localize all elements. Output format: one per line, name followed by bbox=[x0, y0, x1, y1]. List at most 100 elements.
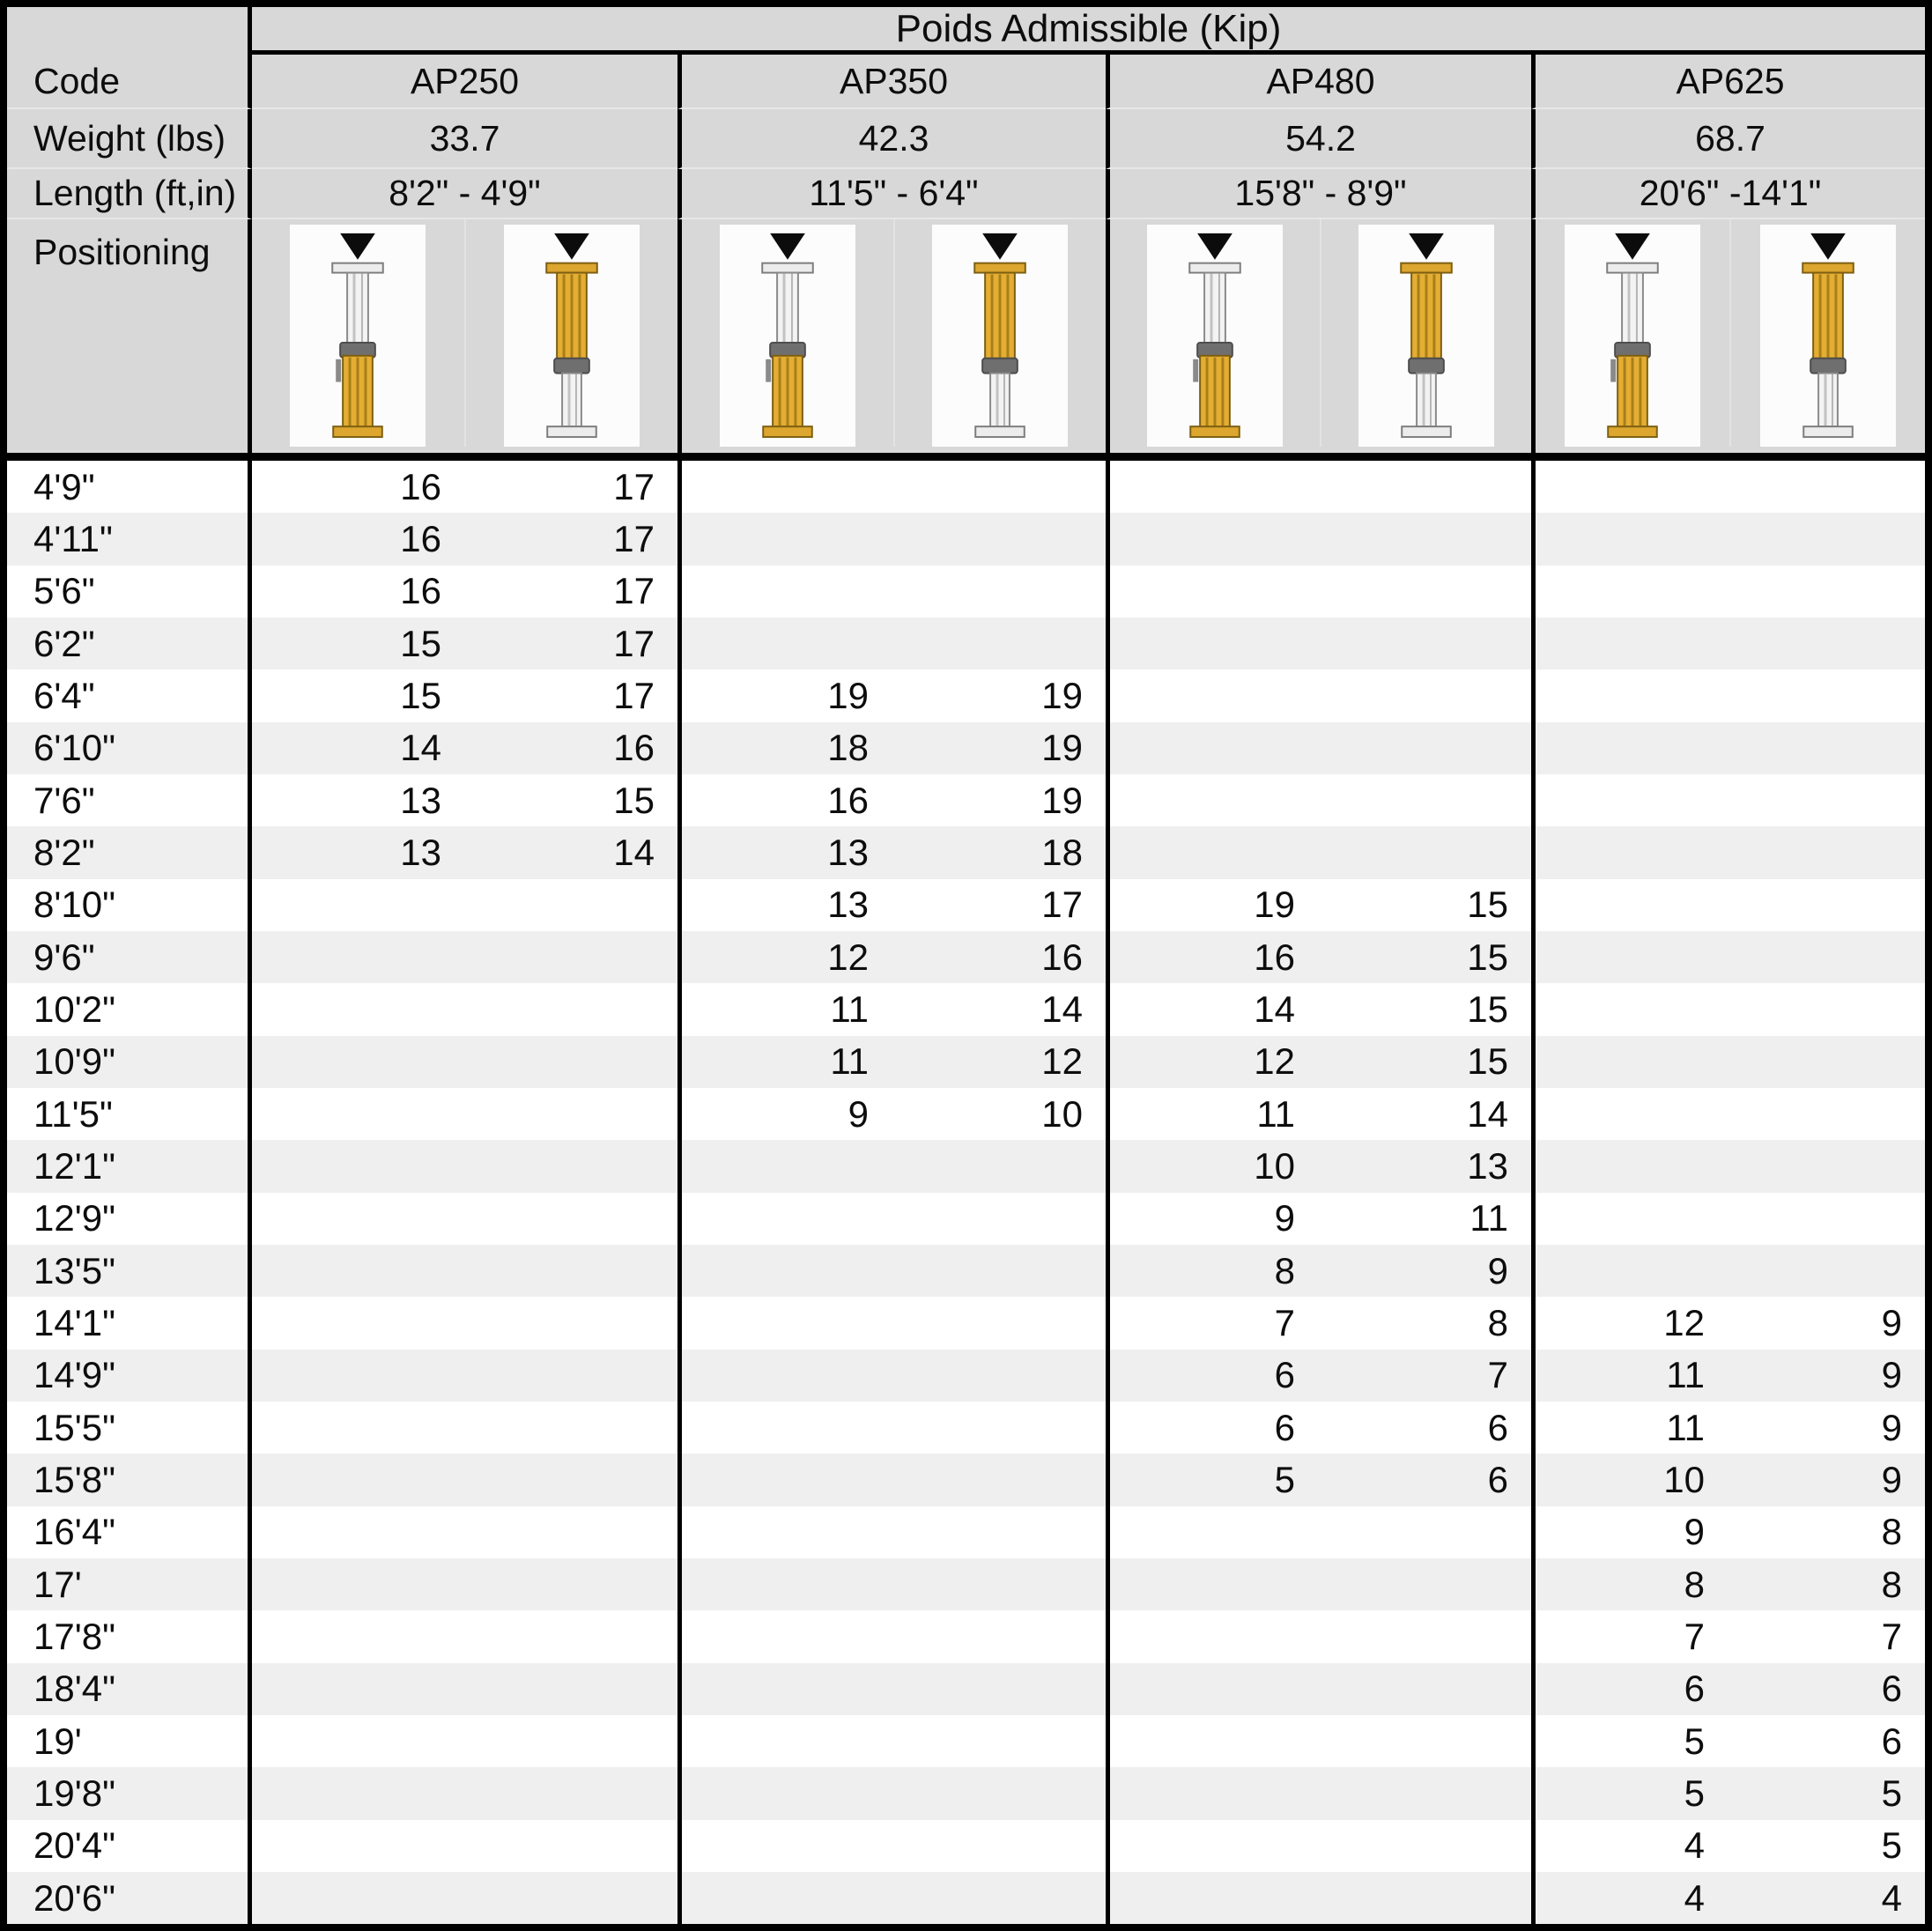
load-value-cell: 17 bbox=[1041, 884, 1083, 926]
load-value-cell bbox=[677, 617, 892, 670]
load-value-cell bbox=[1106, 461, 1318, 514]
load-value-cell: 8 bbox=[1881, 1563, 1902, 1605]
row-height-label: 9'6" bbox=[7, 930, 252, 984]
load-value-cell: 17 bbox=[613, 517, 655, 559]
load-value-cell bbox=[1728, 879, 1925, 931]
load-value-cell: 13 bbox=[400, 779, 441, 821]
load-value-cell: 6 bbox=[1487, 1406, 1508, 1448]
weight-ap625: 68.7 bbox=[1531, 109, 1925, 169]
load-value-cell: 8 bbox=[1531, 1557, 1728, 1611]
load-value-cell: 17 bbox=[613, 465, 655, 507]
load-value-cell bbox=[1728, 1036, 1925, 1088]
load-value-cell: 11 bbox=[677, 983, 892, 1036]
prop-inner-tube-down-icon bbox=[544, 232, 599, 439]
load-value-cell bbox=[892, 1454, 1106, 1506]
header-corner-cell bbox=[7, 7, 252, 55]
load-value-cell bbox=[892, 461, 1106, 513]
load-value-cell bbox=[252, 1715, 464, 1767]
table-row: 12'9" 9 11 bbox=[7, 1192, 1925, 1245]
load-value-cell bbox=[677, 1819, 892, 1872]
load-value-cell bbox=[252, 1820, 464, 1872]
load-value-cell bbox=[677, 1767, 892, 1820]
load-value-cell bbox=[1531, 1035, 1728, 1088]
load-value-cell bbox=[1728, 566, 1925, 618]
load-value-cell: 14 bbox=[613, 831, 655, 873]
prop-inner-tube-up-icon bbox=[1188, 232, 1242, 439]
row-height-label: 15'8" bbox=[7, 1454, 252, 1506]
positioning-ap480 bbox=[1106, 219, 1531, 453]
load-value-cell bbox=[1106, 773, 1318, 827]
load-value-cell: 18 bbox=[677, 721, 892, 774]
load-value-cell bbox=[892, 1610, 1106, 1662]
load-value-cell bbox=[252, 1036, 464, 1088]
load-value-cell bbox=[892, 1402, 1106, 1454]
row-height-label: 19'8" bbox=[7, 1767, 252, 1820]
load-value-cell bbox=[1728, 826, 1925, 878]
row-height-label: 12'1" bbox=[7, 1140, 252, 1193]
load-value-cell: 13 bbox=[1467, 1144, 1508, 1187]
load-value-cell bbox=[1531, 826, 1728, 879]
load-value-cell bbox=[464, 1767, 677, 1819]
load-value-cell: 5 bbox=[1106, 1454, 1318, 1506]
load-value-cell: 11 bbox=[1531, 1349, 1728, 1402]
table-row: 15'8" 5 6 10 9 bbox=[7, 1454, 1925, 1506]
load-value-cell: 8 bbox=[1106, 1244, 1318, 1298]
load-value-cell: 9 bbox=[1881, 1301, 1902, 1343]
load-value-cell: 9 bbox=[1531, 1506, 1728, 1558]
load-value-cell: 11 bbox=[677, 1035, 892, 1088]
load-value-cell bbox=[677, 1557, 892, 1611]
row-height-label: 11'5" bbox=[7, 1087, 252, 1141]
table-title: Poids Admissible (Kip) bbox=[252, 7, 1925, 55]
load-value-cell bbox=[677, 1140, 892, 1193]
load-value-cell: 19 bbox=[1041, 779, 1083, 821]
load-value-cell: 17 bbox=[613, 570, 655, 612]
load-value-cell bbox=[1318, 722, 1531, 774]
load-value-cell: 16 bbox=[677, 773, 892, 827]
load-value-cell bbox=[1728, 513, 1925, 565]
load-value-cell bbox=[892, 1558, 1106, 1610]
load-value-cell: 14 bbox=[400, 727, 441, 769]
load-value-cell bbox=[1318, 826, 1531, 878]
load-value-cell bbox=[464, 1245, 677, 1297]
table-row: 10'9" 11 12 12 15 bbox=[7, 1035, 1925, 1088]
prop-inner-tube-down-icon bbox=[1399, 232, 1454, 439]
load-value-cell bbox=[1106, 826, 1318, 879]
prop-inner-tube-up-icon bbox=[760, 232, 815, 439]
load-value-cell: 10 bbox=[1106, 1140, 1318, 1193]
table-row: 9'6" 12 16 16 15 bbox=[7, 930, 1925, 984]
load-value-cell bbox=[892, 1715, 1106, 1767]
load-value-cell bbox=[464, 1402, 677, 1454]
load-value-cell bbox=[892, 1820, 1106, 1872]
positioning-ap350 bbox=[677, 219, 1106, 453]
table-row: 12'1" 10 13 bbox=[7, 1140, 1925, 1193]
load-value-cell bbox=[892, 566, 1106, 618]
load-value-cell bbox=[1728, 1088, 1925, 1140]
load-value-cell bbox=[252, 1767, 464, 1819]
load-value-cell bbox=[892, 1297, 1106, 1349]
row-height-label: 5'6" bbox=[7, 565, 252, 618]
load-value-cell bbox=[1106, 1557, 1318, 1611]
load-value-cell: 11 bbox=[1531, 1401, 1728, 1454]
row-height-label: 6'10" bbox=[7, 721, 252, 774]
load-value-cell bbox=[1318, 774, 1531, 826]
load-value-cell bbox=[677, 1349, 892, 1402]
table-body: 4'9" 16 17 4'11" 16 17 5'6" 16 17 6'2" 1… bbox=[7, 461, 1925, 1925]
row-height-label: 17' bbox=[7, 1557, 252, 1611]
length-ap350: 11'5" - 6'4" bbox=[677, 169, 1106, 219]
load-value-cell: 7 bbox=[1531, 1610, 1728, 1663]
load-value-cell bbox=[1318, 1610, 1531, 1662]
load-value-cell bbox=[1531, 983, 1728, 1036]
row-height-label: 13'5" bbox=[7, 1244, 252, 1298]
load-value-cell: 15 bbox=[1467, 936, 1508, 978]
load-value-cell: 9 bbox=[677, 1087, 892, 1141]
load-value-cell: 9 bbox=[1881, 1458, 1902, 1500]
table-row: 8'2" 13 14 13 18 bbox=[7, 826, 1925, 879]
load-value-cell: 16 bbox=[400, 517, 441, 559]
load-value-cell bbox=[677, 1714, 892, 1768]
row-height-label: 17'8" bbox=[7, 1610, 252, 1663]
load-value-cell bbox=[464, 1454, 677, 1506]
row-height-label: 4'11" bbox=[7, 513, 252, 566]
load-value-cell bbox=[1531, 1192, 1728, 1245]
load-value-cell bbox=[677, 1454, 892, 1506]
load-value-cell bbox=[464, 1663, 677, 1715]
